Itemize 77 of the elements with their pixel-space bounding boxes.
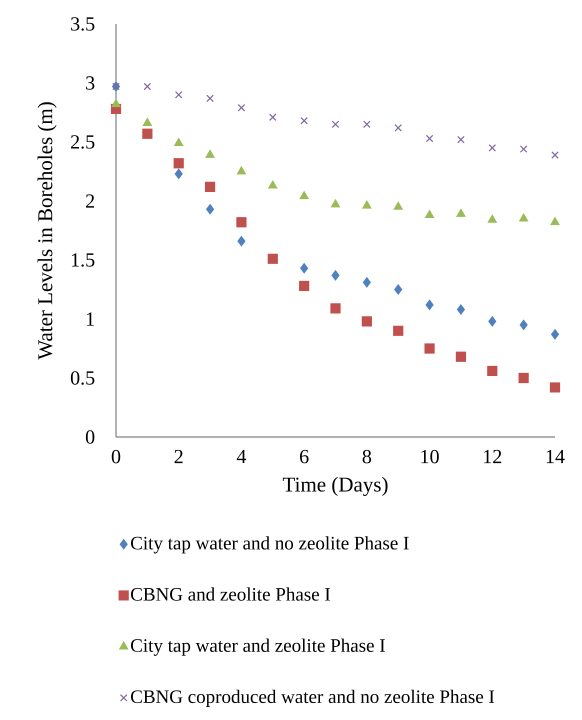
point xyxy=(550,217,560,226)
point xyxy=(487,366,498,376)
point xyxy=(237,236,246,246)
x-tick-label: 4 xyxy=(236,450,246,464)
legend-label: CBNG coproduced water and no zeolite Phase I xyxy=(130,690,494,707)
point xyxy=(174,168,183,179)
point xyxy=(520,145,528,153)
point xyxy=(488,144,496,152)
point xyxy=(236,166,246,174)
point xyxy=(488,316,496,326)
point xyxy=(426,134,434,142)
point xyxy=(174,158,184,168)
x-tick-label: 10 xyxy=(421,450,439,464)
point xyxy=(519,214,528,222)
point xyxy=(299,280,310,292)
point xyxy=(206,94,214,102)
point xyxy=(300,116,308,125)
point xyxy=(206,204,214,214)
point xyxy=(424,343,435,354)
point xyxy=(457,136,465,144)
point xyxy=(332,270,340,280)
point xyxy=(456,208,466,217)
point xyxy=(268,254,278,264)
point xyxy=(426,300,434,310)
point xyxy=(174,138,184,146)
point xyxy=(144,82,152,90)
point xyxy=(362,200,372,209)
y-tick-label: 3 xyxy=(86,76,94,90)
x-tick-label: 0 xyxy=(112,450,120,464)
point xyxy=(331,199,340,208)
point xyxy=(394,284,402,295)
x-tick-label: 8 xyxy=(362,450,372,464)
y-tick-label: 0 xyxy=(86,430,94,444)
legend-label: CBNG and zeolite Phase I xyxy=(130,587,330,601)
x-tick-label: 2 xyxy=(174,450,183,464)
legend-label: City tap water and no zeolite Phase I xyxy=(130,536,409,554)
legend-label: City tap water and zeolite Phase I xyxy=(130,638,385,656)
point xyxy=(518,372,529,384)
point xyxy=(300,191,309,200)
point xyxy=(174,91,182,99)
point xyxy=(393,326,404,336)
point xyxy=(551,151,559,159)
point xyxy=(332,120,340,128)
point xyxy=(362,316,372,326)
y-tick-label: 1.5 xyxy=(72,253,94,267)
point xyxy=(269,113,277,121)
point xyxy=(236,217,247,228)
point xyxy=(394,202,403,210)
point xyxy=(488,214,497,223)
point xyxy=(238,104,246,112)
point xyxy=(206,150,215,158)
point xyxy=(456,352,466,362)
y-tick-label: 0.5 xyxy=(70,371,94,385)
point xyxy=(362,277,371,288)
x-tick-label: 12 xyxy=(484,450,502,464)
point xyxy=(456,304,465,315)
point xyxy=(394,124,402,132)
point xyxy=(142,128,152,139)
y-tick-label: 3.5 xyxy=(71,17,94,31)
point xyxy=(268,180,278,189)
point xyxy=(300,263,308,274)
point xyxy=(550,382,560,393)
point xyxy=(330,303,341,314)
point xyxy=(112,99,120,108)
y-axis-title: Water Levels in Boreholes (m) xyxy=(38,102,57,360)
point xyxy=(520,320,528,330)
y-tick-label: 1 xyxy=(86,312,94,326)
point xyxy=(551,329,559,340)
point xyxy=(425,210,434,218)
point xyxy=(204,182,216,192)
x-tick-label: 6 xyxy=(300,450,309,464)
point xyxy=(363,120,371,128)
y-tick-label: 2 xyxy=(86,194,94,208)
point xyxy=(142,118,152,126)
x-tick-label: 14 xyxy=(546,450,565,464)
x-axis-title: Time (Days) xyxy=(282,476,388,496)
y-tick-label: 2.5 xyxy=(71,135,94,149)
